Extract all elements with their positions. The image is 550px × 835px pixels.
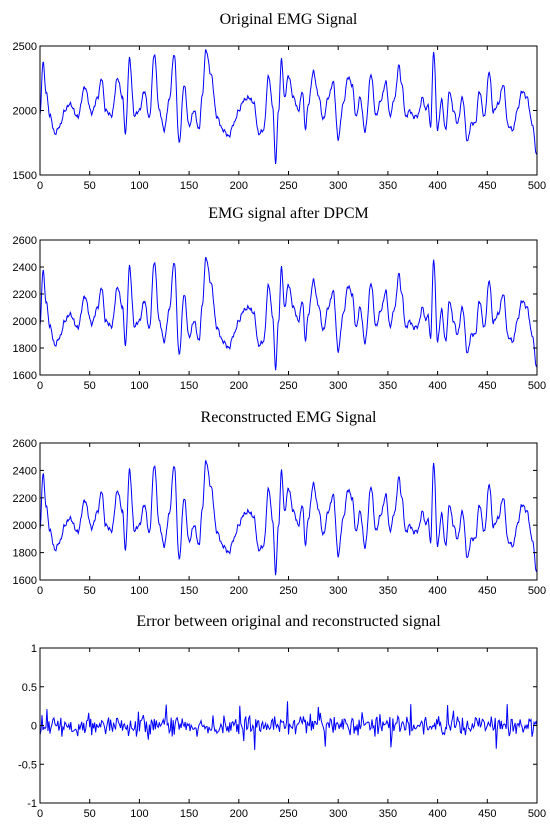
x-tick-label: 350 xyxy=(379,380,397,392)
x-tick-label: 150 xyxy=(180,180,198,192)
panel-title: EMG signal after DPCM xyxy=(208,205,368,222)
y-tick-label: 0 xyxy=(31,721,37,733)
x-tick-label: 450 xyxy=(478,585,496,597)
y-tick-label: 1500 xyxy=(13,170,37,182)
panel-title: Error between original and reconstructed… xyxy=(136,613,441,630)
x-tick-label: 150 xyxy=(180,380,198,392)
x-tick-label: 400 xyxy=(428,808,446,820)
panel-2: EMG signal after DPCM 0 50 100 150 200 250 300 3… xyxy=(13,205,547,392)
y-tick-label: 2600 xyxy=(13,235,37,247)
x-tick-label: 200 xyxy=(230,585,248,597)
y-tick-label: 2200 xyxy=(13,289,37,301)
y-tick-label: 2000 xyxy=(13,106,37,118)
y-tick-label: 2400 xyxy=(13,465,37,477)
x-tick-label: 250 xyxy=(279,808,297,820)
x-tick-label: 450 xyxy=(478,808,496,820)
x-tick-label: 100 xyxy=(130,808,148,820)
y-tick-label: 2600 xyxy=(13,438,37,450)
x-tick-label: 300 xyxy=(329,585,347,597)
series-line xyxy=(40,460,537,576)
x-tick-label: 50 xyxy=(84,585,96,597)
series-line xyxy=(40,256,537,371)
x-tick-label: 350 xyxy=(379,180,397,192)
x-tick-label: 250 xyxy=(279,585,297,597)
y-tick-label: 1800 xyxy=(13,343,37,355)
x-tick-label: 300 xyxy=(329,808,347,820)
x-tick-label: 50 xyxy=(84,380,96,392)
panel-title: Reconstructed EMG Signal xyxy=(201,409,378,426)
y-tick-label: -1 xyxy=(27,798,37,810)
x-tick-label: 0 xyxy=(37,180,43,192)
y-tick-label: -0.5 xyxy=(18,759,37,771)
x-tick-label: 200 xyxy=(230,808,248,820)
x-tick-label: 500 xyxy=(528,180,546,192)
x-tick-label: 150 xyxy=(180,808,198,820)
x-tick-label: 400 xyxy=(428,585,446,597)
y-tick-label: 2200 xyxy=(13,493,37,505)
panel-1: Original EMG Signal 0 50 100 150 200 250 300 350… xyxy=(13,11,547,192)
panel-title: Original EMG Signal xyxy=(220,11,358,28)
y-tick-label: 1800 xyxy=(13,548,37,560)
y-tick-label: 2000 xyxy=(13,316,37,328)
x-tick-label: 450 xyxy=(478,180,496,192)
x-tick-label: 0 xyxy=(37,380,43,392)
x-tick-label: 350 xyxy=(379,808,397,820)
y-tick-label: 1600 xyxy=(13,370,37,382)
x-tick-label: 100 xyxy=(130,380,148,392)
y-tick-label: 2400 xyxy=(13,262,37,274)
y-tick-label: 1600 xyxy=(13,575,37,587)
x-tick-label: 500 xyxy=(528,380,546,392)
x-tick-label: 50 xyxy=(84,180,96,192)
x-tick-label: 200 xyxy=(230,180,248,192)
x-tick-label: 450 xyxy=(478,380,496,392)
x-tick-label: 400 xyxy=(428,180,446,192)
y-tick-label: 0.5 xyxy=(22,682,37,694)
panel-3: Reconstructed EMG Signal 0 50 100 150 200 250 3… xyxy=(13,409,547,597)
x-tick-label: 0 xyxy=(37,585,43,597)
x-tick-label: 500 xyxy=(528,808,546,820)
x-tick-label: 350 xyxy=(379,585,397,597)
series-line xyxy=(40,701,537,750)
x-tick-label: 200 xyxy=(230,380,248,392)
panel-4: Error between original and reconstructed… xyxy=(18,613,546,820)
x-tick-label: 250 xyxy=(279,380,297,392)
x-tick-label: 0 xyxy=(37,808,43,820)
y-tick-label: 2500 xyxy=(13,41,37,53)
x-tick-label: 150 xyxy=(180,585,198,597)
x-tick-label: 500 xyxy=(528,585,546,597)
x-tick-label: 100 xyxy=(130,180,148,192)
y-tick-label: 2000 xyxy=(13,520,37,532)
y-tick-label: 1 xyxy=(31,643,37,655)
x-tick-label: 50 xyxy=(84,808,96,820)
x-tick-label: 400 xyxy=(428,380,446,392)
x-tick-label: 100 xyxy=(130,585,148,597)
series-line xyxy=(40,49,537,165)
x-tick-label: 300 xyxy=(329,380,347,392)
x-tick-label: 250 xyxy=(279,180,297,192)
x-tick-label: 300 xyxy=(329,180,347,192)
